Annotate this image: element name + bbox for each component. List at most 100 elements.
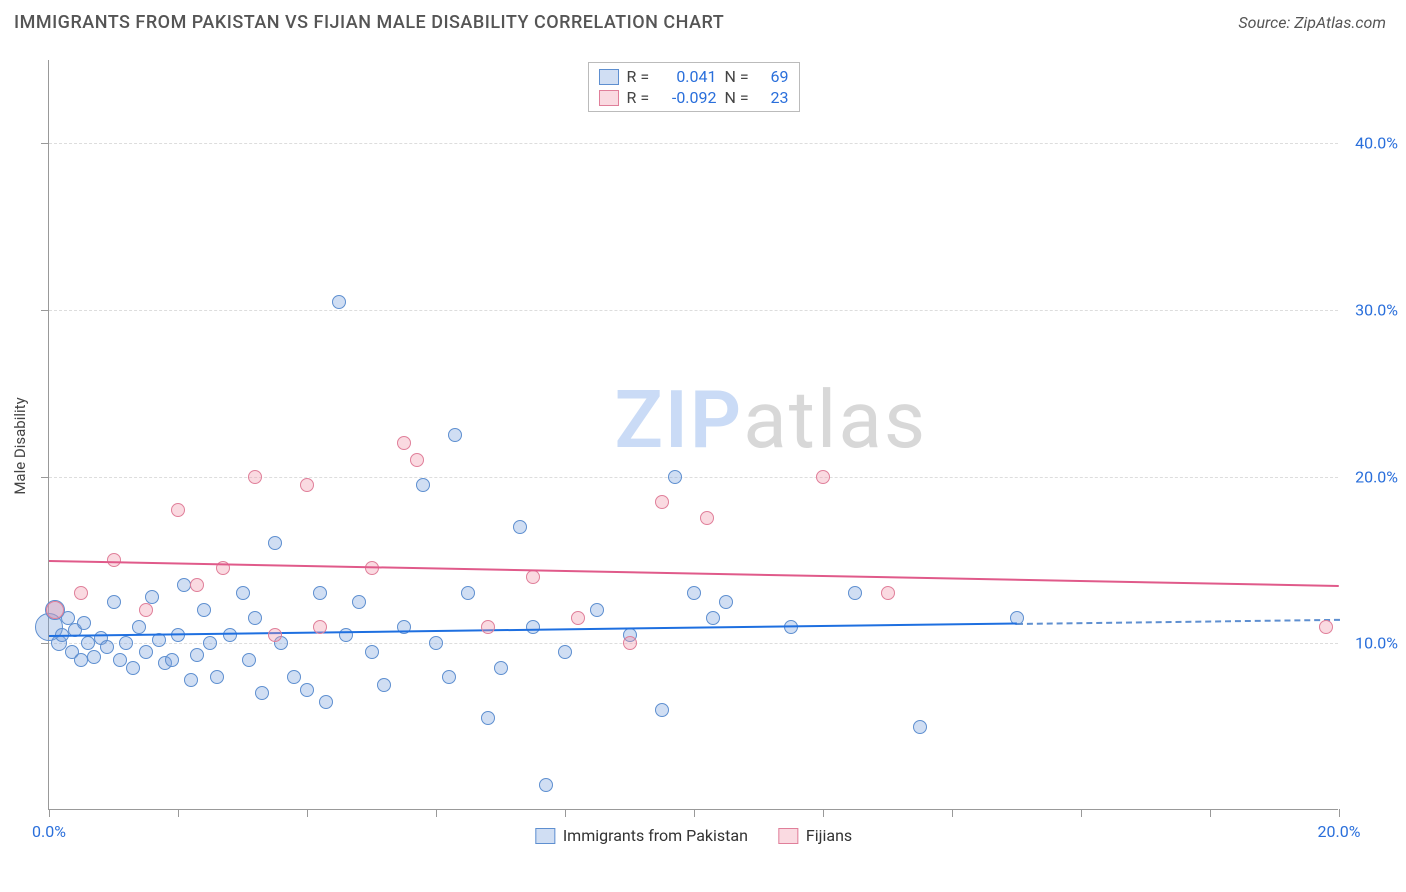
data-point-pakistan	[126, 661, 140, 675]
x-tick	[1339, 809, 1340, 817]
data-point-pakistan	[190, 648, 204, 662]
data-point-pakistan	[119, 636, 133, 650]
data-point-fijian	[655, 495, 669, 509]
x-tick	[565, 809, 566, 817]
data-point-pakistan	[184, 673, 198, 687]
trend-line-dashed-pakistan	[1016, 618, 1339, 624]
data-point-pakistan	[313, 586, 327, 600]
x-tick	[952, 809, 953, 817]
stats-row-pakistan: R = 0.041 N = 69	[599, 66, 789, 87]
data-point-pakistan	[177, 578, 191, 592]
y-axis-label: Male Disability	[11, 397, 29, 494]
y-tick	[41, 643, 49, 644]
r-label: R =	[627, 88, 655, 107]
gridline	[49, 143, 1338, 144]
data-point-pakistan	[268, 536, 282, 550]
swatch-fijian	[778, 828, 798, 844]
data-point-pakistan	[107, 595, 121, 609]
data-point-pakistan	[242, 653, 256, 667]
x-tick	[307, 809, 308, 817]
data-point-pakistan	[332, 295, 346, 309]
chart-source: Source: ZipAtlas.com	[1238, 13, 1386, 32]
data-point-pakistan	[165, 653, 179, 667]
legend-item-pakistan: Immigrants from Pakistan	[535, 826, 748, 845]
data-point-fijian	[397, 436, 411, 450]
data-point-pakistan	[203, 636, 217, 650]
data-point-pakistan	[416, 478, 430, 492]
data-point-pakistan	[668, 470, 682, 484]
stats-legend: R = 0.041 N = 69 R = -0.092 N = 23	[588, 62, 800, 112]
data-point-pakistan	[255, 686, 269, 700]
data-point-pakistan	[132, 620, 146, 634]
source-name: ZipAtlas.com	[1294, 13, 1386, 32]
chart-title: IMMIGRANTS FROM PAKISTAN VS FIJIAN MALE …	[14, 12, 724, 33]
gridline	[49, 310, 1338, 311]
source-prefix: Source:	[1238, 13, 1294, 32]
data-point-pakistan	[513, 520, 527, 534]
data-point-pakistan	[442, 670, 456, 684]
data-point-fijian	[481, 620, 495, 634]
r-label: R =	[627, 67, 655, 86]
data-point-pakistan	[687, 586, 701, 600]
data-point-fijian	[171, 503, 185, 517]
data-point-pakistan	[429, 636, 443, 650]
data-point-pakistan	[352, 595, 366, 609]
x-tick-label: 0.0%	[32, 822, 66, 841]
y-tick-label: 10.0%	[1355, 634, 1398, 653]
x-tick	[178, 809, 179, 817]
y-tick-label: 40.0%	[1355, 134, 1398, 153]
data-point-pakistan	[494, 661, 508, 675]
data-point-pakistan	[913, 720, 927, 734]
data-point-fijian	[881, 586, 895, 600]
data-point-fijian	[46, 601, 64, 619]
data-point-pakistan	[539, 778, 553, 792]
y-tick	[41, 477, 49, 478]
x-tick	[694, 809, 695, 817]
data-point-fijian	[313, 620, 327, 634]
data-point-pakistan	[287, 670, 301, 684]
trend-line-fijian	[49, 560, 1339, 587]
data-point-pakistan	[87, 650, 101, 664]
data-point-fijian	[248, 470, 262, 484]
data-point-pakistan	[481, 711, 495, 725]
x-tick	[1210, 809, 1211, 817]
data-point-fijian	[571, 611, 585, 625]
data-point-fijian	[1319, 620, 1333, 634]
stats-row-fijian: R = -0.092 N = 23	[599, 87, 789, 108]
data-point-pakistan	[236, 586, 250, 600]
data-point-pakistan	[655, 703, 669, 717]
y-tick	[41, 310, 49, 311]
data-point-pakistan	[590, 603, 604, 617]
data-point-pakistan	[139, 645, 153, 659]
data-point-pakistan	[526, 620, 540, 634]
n-value-pakistan: 69	[761, 67, 789, 86]
data-point-fijian	[139, 603, 153, 617]
data-point-pakistan	[210, 670, 224, 684]
data-point-pakistan	[558, 645, 572, 659]
data-point-pakistan	[113, 653, 127, 667]
data-point-fijian	[107, 553, 121, 567]
legend-item-fijian: Fijians	[778, 826, 852, 845]
data-point-fijian	[268, 628, 282, 642]
data-point-pakistan	[319, 695, 333, 709]
data-point-pakistan	[223, 628, 237, 642]
x-tick	[49, 809, 50, 817]
n-value-fijian: 23	[761, 88, 789, 107]
data-point-pakistan	[81, 636, 95, 650]
y-tick-label: 20.0%	[1355, 467, 1398, 486]
watermark: ZIPatlas	[614, 373, 927, 467]
data-point-fijian	[700, 511, 714, 525]
data-point-pakistan	[377, 678, 391, 692]
watermark-zip: ZIP	[614, 373, 743, 467]
data-point-pakistan	[74, 653, 88, 667]
data-point-fijian	[623, 636, 637, 650]
n-label: N =	[725, 88, 753, 107]
legend-label-fijian: Fijians	[806, 826, 852, 845]
swatch-pakistan	[599, 69, 619, 85]
data-point-fijian	[190, 578, 204, 592]
data-point-pakistan	[248, 611, 262, 625]
scatter-chart: ZIPatlas R = 0.041 N = 69 R = -0.092 N =…	[48, 60, 1338, 810]
data-point-fijian	[300, 478, 314, 492]
gridline	[49, 477, 1338, 478]
y-tick	[41, 143, 49, 144]
